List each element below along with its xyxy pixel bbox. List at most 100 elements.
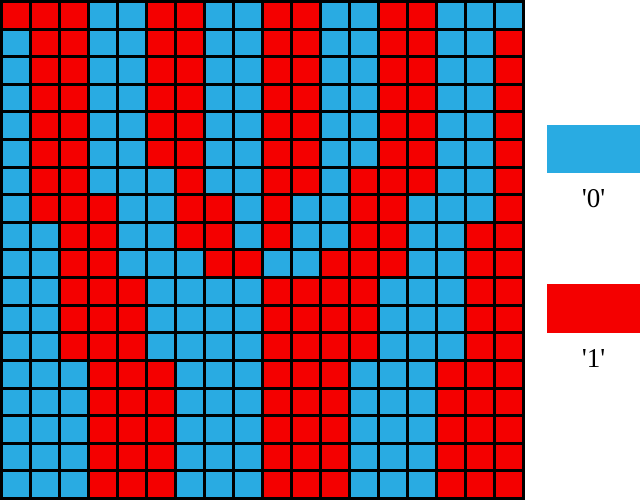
grid-cell <box>467 306 493 332</box>
grid-cell <box>409 361 435 387</box>
grid-cell <box>322 168 348 194</box>
grid-cell <box>496 472 522 497</box>
grid-cell <box>409 30 435 56</box>
grid-cell <box>177 58 203 83</box>
binary-grid <box>0 0 525 500</box>
grid-cell <box>90 444 116 470</box>
grid-cell <box>438 85 464 111</box>
grid-cell <box>177 196 203 221</box>
grid-cell <box>32 141 58 166</box>
grid-cell <box>409 306 435 332</box>
grid-cell <box>496 113 522 139</box>
grid-cell <box>409 279 435 304</box>
grid-cell <box>322 279 348 304</box>
grid-cell <box>409 223 435 249</box>
grid-cell <box>409 417 435 442</box>
grid-cell <box>380 3 406 28</box>
legend-label-0: '0' <box>581 183 606 213</box>
grid-cell <box>351 417 377 442</box>
grid-cell <box>32 334 58 359</box>
grid-cell <box>467 58 493 83</box>
grid-cell <box>235 223 261 249</box>
grid-cell <box>380 334 406 359</box>
grid-cell <box>467 223 493 249</box>
grid-cell <box>3 472 29 497</box>
grid-cell <box>409 168 435 194</box>
grid-cell <box>148 3 174 28</box>
grid-cell <box>148 251 174 277</box>
grid-cell <box>380 444 406 470</box>
grid-cell <box>177 417 203 442</box>
grid-cell <box>322 3 348 28</box>
grid-cell <box>3 389 29 415</box>
grid-cell <box>351 472 377 497</box>
grid-cell <box>351 444 377 470</box>
grid-cell <box>264 251 290 277</box>
grid-cell <box>380 196 406 221</box>
grid-cell <box>206 417 232 442</box>
grid-cell <box>206 251 232 277</box>
grid-cell <box>32 306 58 332</box>
grid-cell <box>264 113 290 139</box>
grid-cell <box>177 472 203 497</box>
grid-cell <box>206 279 232 304</box>
grid-cell <box>3 168 29 194</box>
grid-cell <box>32 251 58 277</box>
grid-cell <box>61 389 87 415</box>
grid-cell <box>380 472 406 497</box>
grid-cell <box>438 472 464 497</box>
grid-cell <box>235 306 261 332</box>
grid-cell <box>409 113 435 139</box>
grid-cell <box>119 168 145 194</box>
grid-cell <box>148 389 174 415</box>
grid-cell <box>3 444 29 470</box>
grid-cell <box>206 334 232 359</box>
grid-cell <box>380 279 406 304</box>
grid-cell <box>409 196 435 221</box>
grid-cell <box>264 223 290 249</box>
grid-cell <box>177 168 203 194</box>
grid-cell <box>32 113 58 139</box>
grid-cell <box>206 58 232 83</box>
grid-cell <box>322 196 348 221</box>
grid-cell <box>438 251 464 277</box>
grid-cell <box>496 334 522 359</box>
grid-cell <box>467 417 493 442</box>
grid-cell <box>90 251 116 277</box>
grid-cell <box>293 251 319 277</box>
grid-cell <box>496 85 522 111</box>
grid-cell <box>61 30 87 56</box>
grid-cell <box>235 85 261 111</box>
grid-cell <box>438 141 464 166</box>
grid-cell <box>235 334 261 359</box>
grid-cell <box>206 141 232 166</box>
grid-cell <box>61 113 87 139</box>
grid-cell <box>32 30 58 56</box>
grid-cell <box>293 141 319 166</box>
grid-cell <box>438 389 464 415</box>
grid-cell <box>293 58 319 83</box>
grid-cell <box>235 417 261 442</box>
grid-cell <box>61 3 87 28</box>
grid-cell <box>32 389 58 415</box>
grid-cell <box>3 251 29 277</box>
grid-cell <box>322 223 348 249</box>
grid-cell <box>351 389 377 415</box>
grid-cell <box>235 3 261 28</box>
grid-cell <box>32 472 58 497</box>
legend-label-1: '1' <box>581 343 606 373</box>
grid-cell <box>206 361 232 387</box>
grid-cell <box>496 306 522 332</box>
grid-cell <box>119 361 145 387</box>
grid-cell <box>380 389 406 415</box>
grid-cell <box>206 85 232 111</box>
grid-cell <box>322 444 348 470</box>
grid-cell <box>467 141 493 166</box>
grid-cell <box>351 113 377 139</box>
grid-cell <box>61 58 87 83</box>
grid-cell <box>409 334 435 359</box>
grid-cell <box>177 223 203 249</box>
grid-cell <box>3 334 29 359</box>
grid-cell <box>148 279 174 304</box>
grid-cell <box>3 279 29 304</box>
